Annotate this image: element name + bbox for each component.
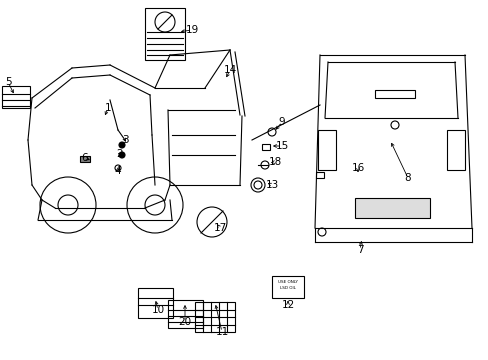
- Text: 11: 11: [215, 327, 228, 337]
- Bar: [315, 172, 324, 178]
- Circle shape: [119, 152, 125, 158]
- Text: 5: 5: [5, 77, 11, 87]
- Bar: [446, 130, 464, 170]
- Text: 13: 13: [265, 180, 278, 190]
- Text: 19: 19: [185, 25, 198, 35]
- Text: USE ONLY: USE ONLY: [278, 280, 297, 284]
- Bar: [374, 90, 414, 98]
- Text: 4: 4: [115, 166, 121, 176]
- Bar: [168, 300, 203, 328]
- Bar: [145, 8, 184, 60]
- Bar: [317, 130, 335, 170]
- Bar: [262, 144, 269, 150]
- Circle shape: [119, 142, 125, 148]
- Text: 18: 18: [268, 157, 281, 167]
- Text: 20: 20: [178, 317, 191, 327]
- Text: 2: 2: [117, 149, 123, 159]
- Text: 9: 9: [278, 117, 285, 127]
- Text: LSD OIL: LSD OIL: [280, 286, 295, 290]
- Text: 3: 3: [122, 135, 128, 145]
- Bar: [271, 276, 304, 298]
- Text: 17: 17: [213, 223, 226, 233]
- Bar: [138, 288, 173, 318]
- Bar: [80, 156, 90, 162]
- Bar: [195, 302, 235, 332]
- Bar: [2, 86, 30, 108]
- Text: 15: 15: [275, 141, 288, 151]
- Text: 12: 12: [281, 300, 294, 310]
- Text: 10: 10: [151, 305, 164, 315]
- Text: 8: 8: [404, 173, 410, 183]
- Text: 6: 6: [81, 153, 88, 163]
- Bar: [354, 198, 429, 218]
- Text: 14: 14: [223, 65, 236, 75]
- Text: 1: 1: [104, 103, 111, 113]
- Text: 7: 7: [356, 245, 363, 255]
- Text: 16: 16: [351, 163, 364, 173]
